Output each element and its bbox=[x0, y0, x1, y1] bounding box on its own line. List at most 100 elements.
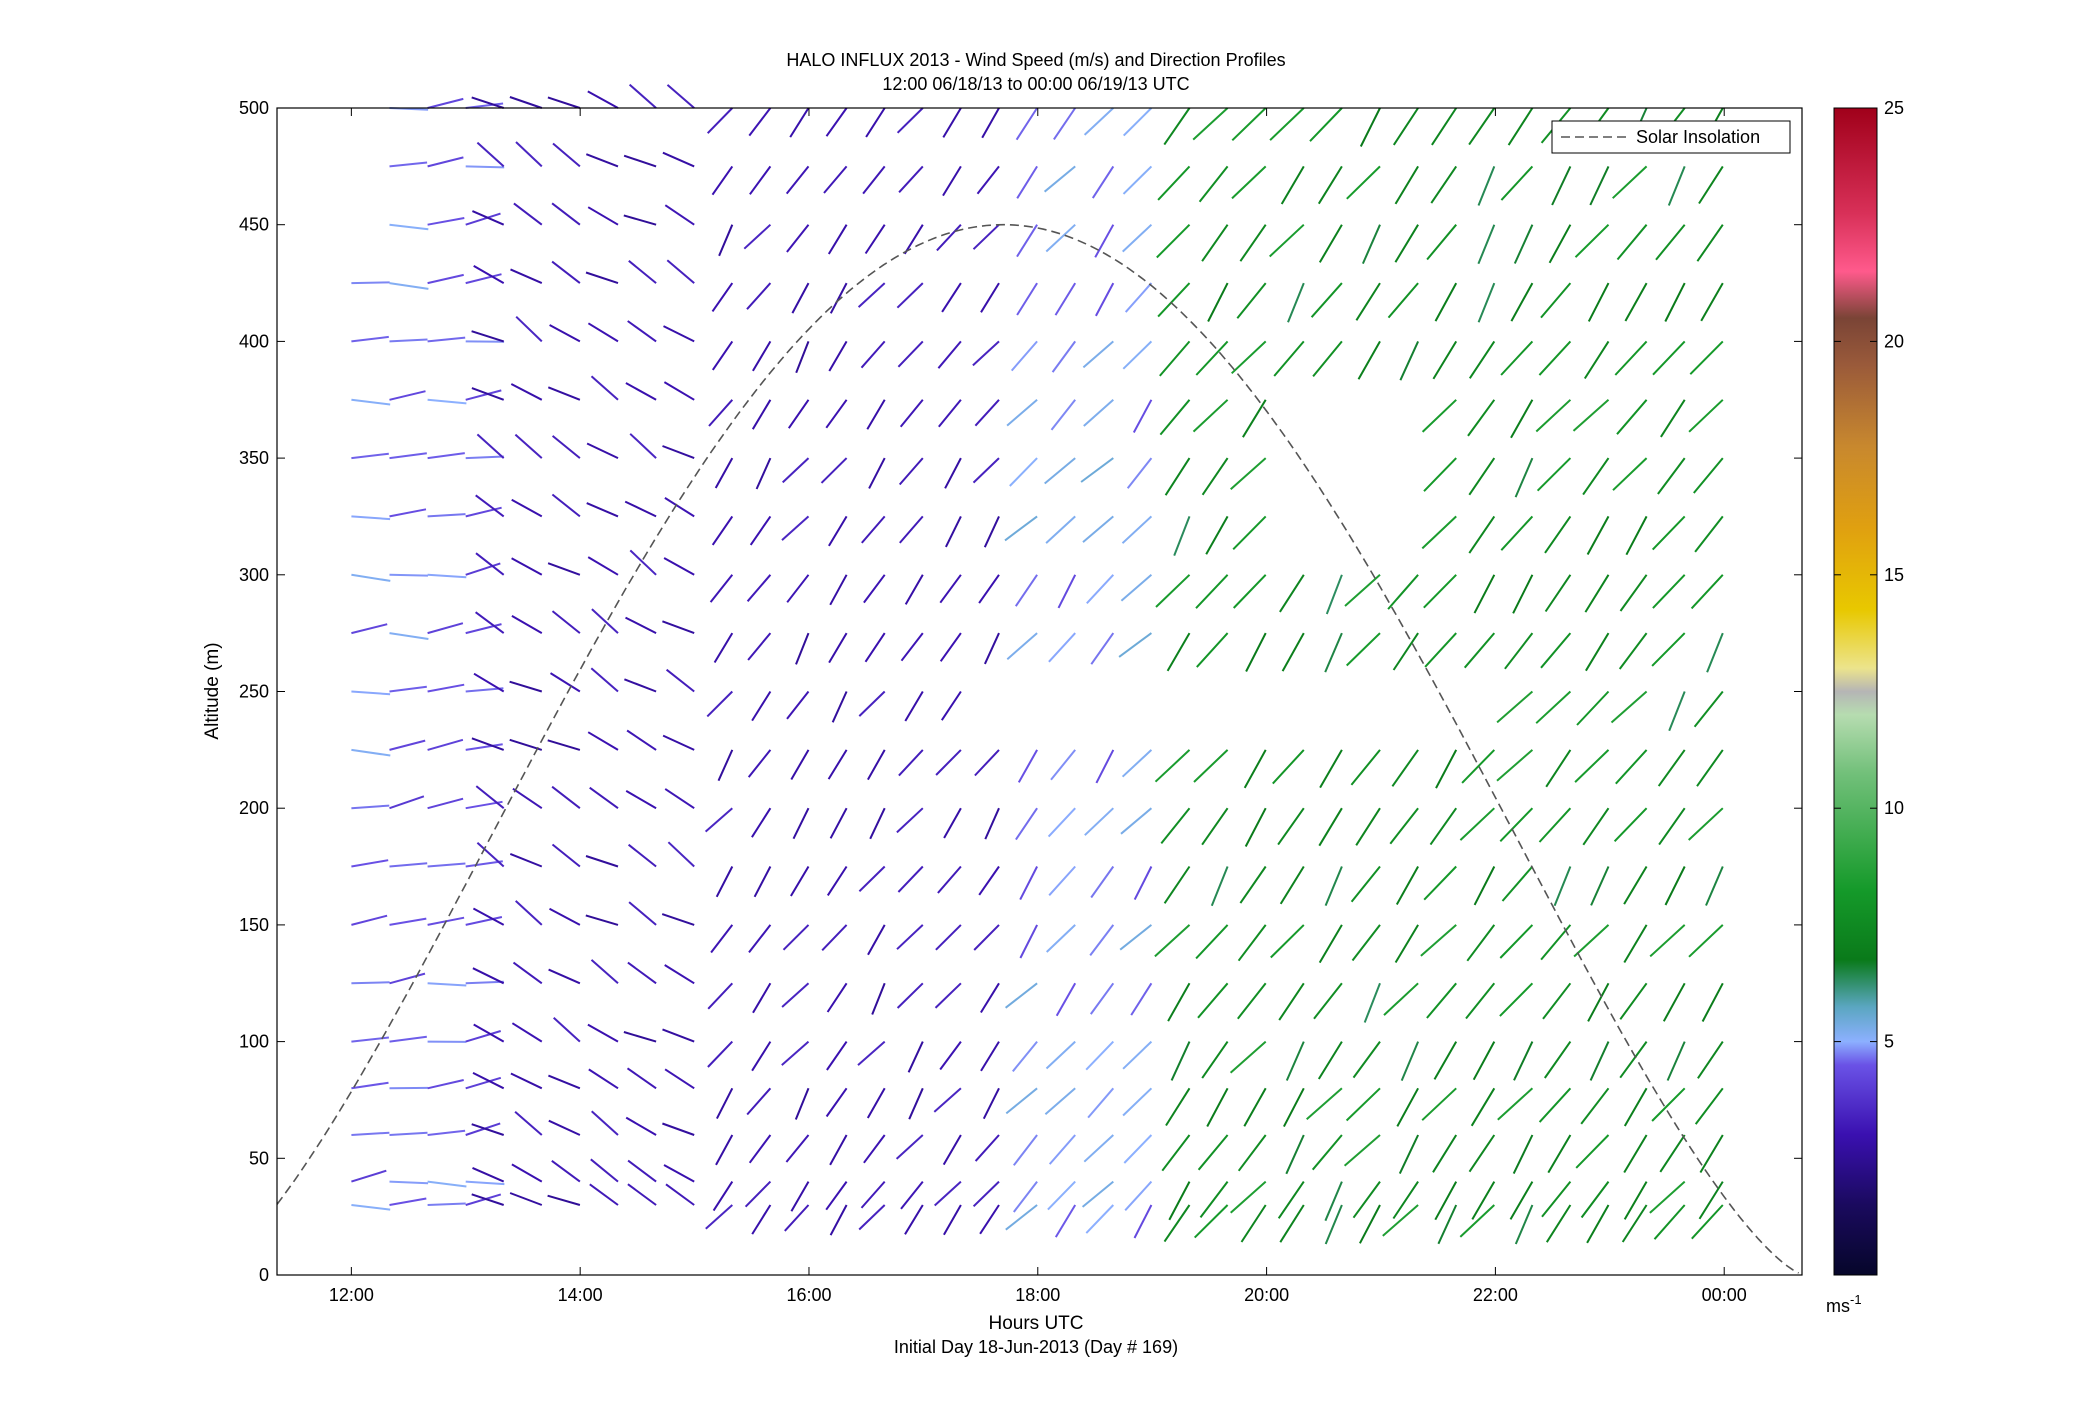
wind-barb bbox=[943, 1204, 962, 1236]
wind-barb bbox=[785, 1134, 810, 1163]
wind-barb bbox=[1192, 399, 1229, 433]
wind-barb bbox=[1468, 340, 1496, 379]
wind-barb bbox=[465, 860, 503, 868]
wind-barb bbox=[1279, 1204, 1305, 1243]
wind-barb bbox=[1499, 982, 1534, 1017]
wind-barb bbox=[1201, 457, 1229, 496]
wind-barb bbox=[1324, 1181, 1343, 1222]
wind-barb bbox=[908, 1087, 924, 1120]
legend-label: Solar Insolation bbox=[1636, 127, 1760, 147]
wind-barb bbox=[1019, 924, 1038, 959]
wind-barb bbox=[624, 500, 657, 518]
wind-barb bbox=[510, 383, 543, 401]
wind-barb bbox=[1477, 282, 1496, 323]
wind-barb bbox=[389, 573, 429, 577]
wind-barb bbox=[465, 506, 502, 518]
wind-barb bbox=[1051, 340, 1077, 373]
wind-barb bbox=[1090, 865, 1115, 899]
wind-barb bbox=[590, 1158, 619, 1183]
wind-barb bbox=[895, 1134, 924, 1160]
wind-barb bbox=[939, 574, 962, 604]
wind-barb bbox=[590, 375, 619, 401]
wind-barb bbox=[1197, 982, 1229, 1019]
wind-barb bbox=[510, 1072, 543, 1090]
wind-barb bbox=[1013, 1180, 1038, 1213]
wind-barb bbox=[1699, 1134, 1724, 1174]
wind-barb bbox=[937, 340, 962, 369]
wind-barb bbox=[548, 1119, 581, 1136]
wind-barb bbox=[547, 562, 581, 576]
wind-barb bbox=[1318, 224, 1343, 263]
wind-barb bbox=[896, 107, 924, 134]
wind-barb bbox=[1012, 1040, 1038, 1073]
wind-barb bbox=[1544, 574, 1572, 613]
wind-barb bbox=[752, 340, 772, 372]
wind-barb bbox=[471, 1123, 505, 1136]
wind-barb bbox=[663, 325, 695, 343]
wind-barb bbox=[1094, 224, 1115, 258]
chart-title: HALO INFLUX 2013 - Wind Speed (m/s) and … bbox=[786, 50, 1285, 70]
wind-barb bbox=[465, 743, 503, 751]
wind-barb bbox=[549, 324, 581, 343]
wind-barb bbox=[782, 924, 810, 951]
wind-barb bbox=[662, 734, 695, 751]
wind-barb bbox=[857, 1040, 886, 1066]
wind-barb bbox=[896, 282, 924, 309]
wind-barb bbox=[829, 282, 848, 314]
colorbar-tick-label: 20 bbox=[1884, 331, 1904, 351]
wind-barb bbox=[1324, 866, 1343, 906]
wind-barb bbox=[748, 924, 772, 954]
wind-barb bbox=[1420, 924, 1457, 957]
wind-barb bbox=[472, 967, 505, 985]
wind-barb bbox=[1359, 107, 1381, 147]
wind-barb bbox=[1278, 982, 1305, 1021]
x-axis-label-2: Initial Day 18-Jun-2013 (Day # 169) bbox=[894, 1337, 1178, 1357]
wind-barb bbox=[1004, 515, 1038, 542]
wind-barb bbox=[389, 632, 429, 640]
wind-barb bbox=[628, 260, 657, 284]
wind-barb bbox=[1477, 166, 1496, 206]
colorbar-unit-base: ms bbox=[1826, 1296, 1850, 1316]
wind-barb bbox=[1423, 865, 1457, 901]
wind-barb bbox=[858, 690, 886, 717]
wind-barb bbox=[1361, 224, 1381, 265]
wind-barb bbox=[1045, 223, 1076, 253]
wind-barb bbox=[1124, 282, 1153, 313]
wind-barb bbox=[749, 165, 772, 195]
wind-barb bbox=[627, 320, 657, 343]
wind-barb bbox=[623, 214, 657, 226]
wind-barb bbox=[862, 165, 886, 195]
wind-barb bbox=[1698, 165, 1724, 205]
wind-barb bbox=[1085, 1204, 1115, 1234]
wind-barb bbox=[585, 855, 619, 868]
y-tick-label: 350 bbox=[239, 448, 269, 468]
wind-barb bbox=[867, 749, 886, 781]
wind-barb bbox=[465, 102, 504, 109]
wind-barb bbox=[1590, 866, 1610, 906]
wind-barb bbox=[1133, 1204, 1153, 1239]
wind-barb bbox=[897, 865, 924, 893]
wind-barb bbox=[1045, 515, 1076, 544]
wind-barb bbox=[1087, 1087, 1115, 1119]
wind-barb bbox=[591, 608, 619, 634]
wind-barb bbox=[623, 1031, 657, 1043]
wind-barb bbox=[1164, 457, 1191, 496]
wind-barb bbox=[751, 399, 772, 430]
wind-barb bbox=[748, 107, 772, 137]
wind-barb bbox=[936, 224, 962, 252]
wind-barb bbox=[1019, 866, 1038, 901]
wind-barb bbox=[1623, 1181, 1648, 1220]
wind-barb bbox=[465, 562, 501, 576]
wind-barb bbox=[1165, 1087, 1191, 1127]
wind-barb bbox=[1543, 1041, 1572, 1079]
wind-barb bbox=[625, 1116, 657, 1136]
wind-barb bbox=[471, 737, 505, 751]
wind-barb bbox=[551, 493, 581, 518]
wind-barb bbox=[1270, 924, 1305, 959]
wind-barb bbox=[552, 142, 581, 168]
wind-barb bbox=[473, 672, 505, 693]
wind-barb bbox=[1497, 1087, 1534, 1121]
wind-barb bbox=[1612, 457, 1648, 491]
wind-barb bbox=[747, 632, 772, 661]
wind-barb bbox=[1432, 340, 1458, 380]
